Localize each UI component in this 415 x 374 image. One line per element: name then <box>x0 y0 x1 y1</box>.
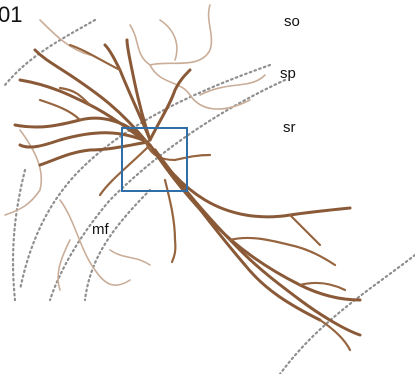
neuron <box>15 40 360 350</box>
layer-label: so <box>284 13 300 30</box>
figure: 01 so sp sr mf <box>0 0 415 374</box>
layer-label: sr <box>283 119 296 136</box>
panel-label: 01 <box>0 2 22 27</box>
fiber-label: mf <box>92 221 109 238</box>
layer-label: sp <box>280 65 296 82</box>
axon-arbor <box>5 5 265 290</box>
